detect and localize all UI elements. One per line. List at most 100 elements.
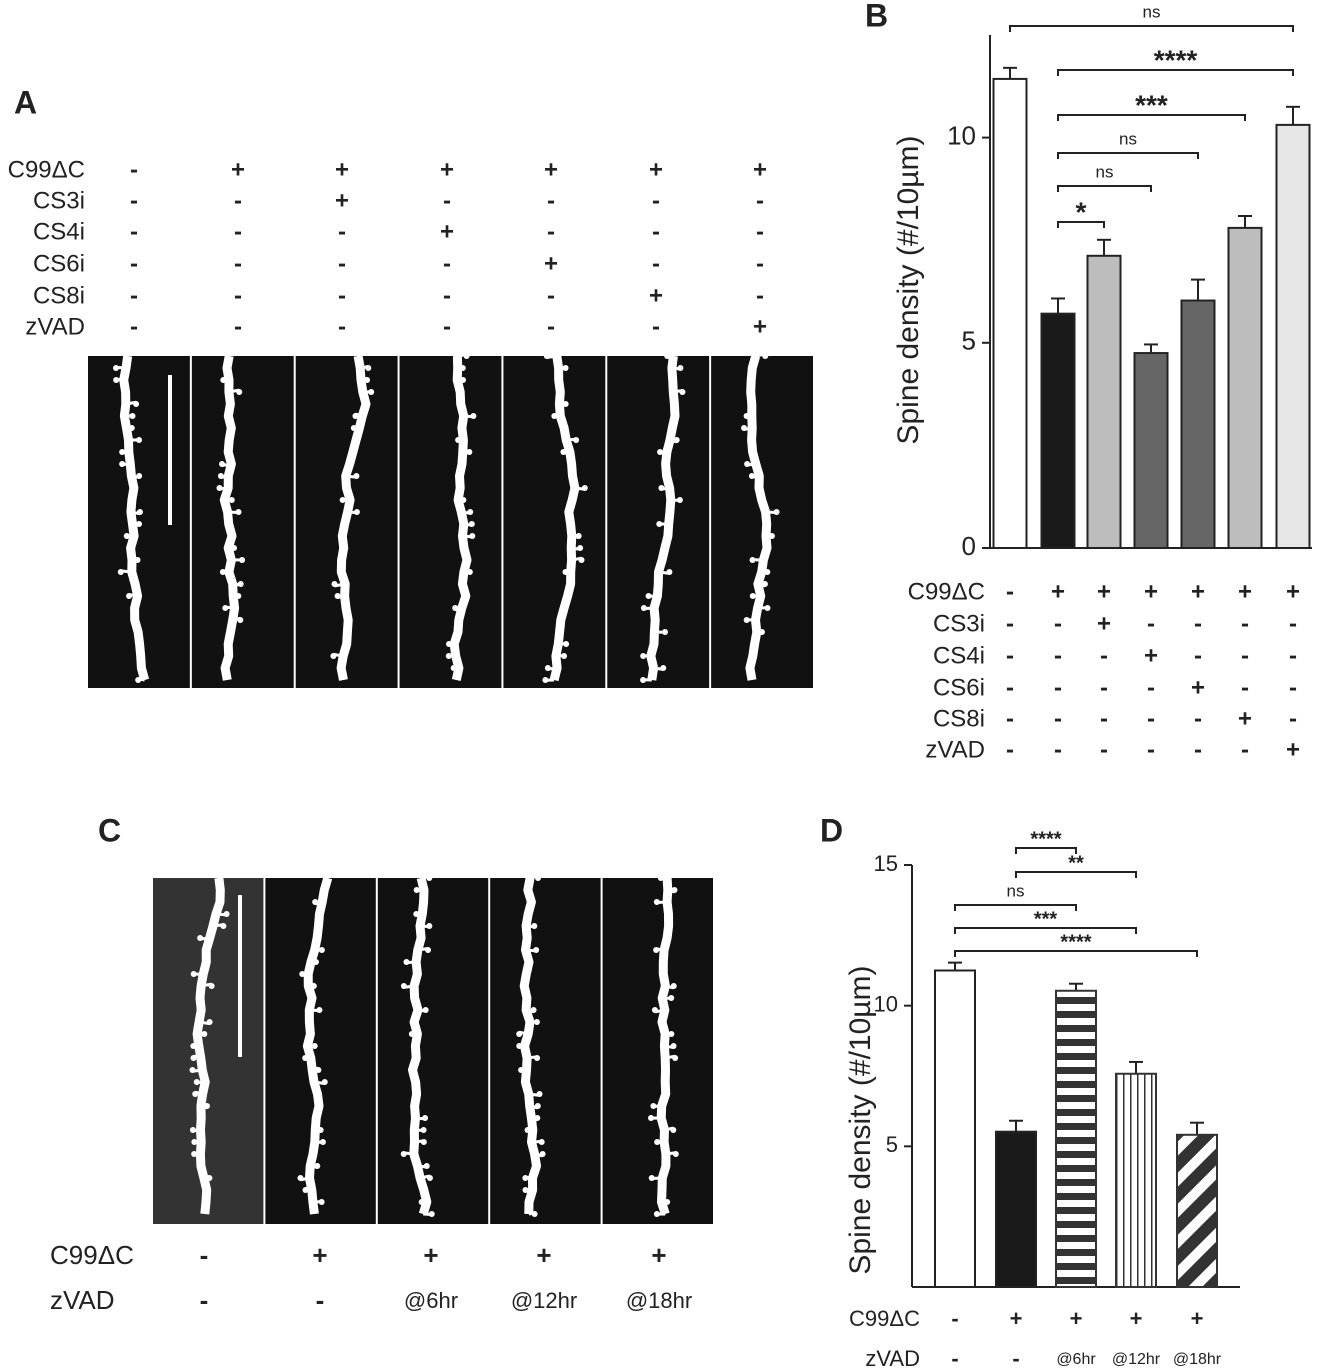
condition-value: -	[1006, 610, 1014, 637]
spine-head	[544, 665, 551, 671]
spine-head	[445, 653, 452, 659]
spine-head	[133, 401, 140, 407]
condition-value: -	[951, 1346, 958, 1371]
spine-head	[299, 971, 306, 977]
significance-bracket	[954, 950, 1198, 957]
spine-head	[640, 605, 647, 611]
condition-value: +	[544, 156, 558, 183]
spine-head	[201, 1031, 208, 1037]
bar	[1227, 226, 1263, 549]
condition-value: -	[130, 313, 138, 340]
dendrite	[219, 355, 240, 681]
condition-value: +	[651, 1240, 666, 1270]
condition-value: -	[1241, 642, 1249, 669]
condition-value: +	[1191, 1306, 1204, 1331]
spine-head	[664, 353, 671, 359]
condition-value: -	[1006, 578, 1014, 605]
condition-label: zVAD	[50, 1285, 115, 1315]
dendrite	[302, 876, 333, 1215]
condition-value: +	[1097, 578, 1111, 605]
spine-head	[311, 1043, 318, 1049]
significance-label: ns	[1096, 162, 1114, 181]
spine-head	[534, 1055, 541, 1061]
dendrite	[336, 355, 371, 681]
spine-head	[758, 629, 765, 635]
spine-head	[310, 983, 317, 989]
spine-head	[466, 449, 473, 455]
condition-value: -	[338, 218, 346, 245]
condition-label: CS4i	[33, 218, 85, 245]
spine-head	[426, 875, 433, 881]
condition-value: -	[338, 313, 346, 340]
spine-head	[677, 365, 684, 371]
condition-value: -	[1241, 674, 1249, 701]
spine-head	[136, 473, 143, 479]
condition-value: -	[234, 218, 242, 245]
bar	[1040, 312, 1076, 549]
condition-value: -	[234, 250, 242, 277]
spine-head	[117, 569, 124, 575]
condition-value: -	[756, 187, 764, 214]
spine-head	[236, 389, 243, 395]
dendrite	[549, 355, 580, 682]
dendrite	[408, 876, 432, 1216]
spine-head	[312, 959, 319, 965]
significance-label: ****	[1154, 44, 1198, 75]
spine-head	[193, 1079, 200, 1085]
spine-head	[671, 887, 678, 893]
spine-head	[764, 605, 771, 611]
spine-head	[645, 593, 652, 599]
spine-head	[420, 1139, 427, 1145]
condition-value: -	[1100, 736, 1108, 763]
spine-head	[413, 887, 420, 893]
significance-label: ns	[1119, 129, 1137, 148]
spine-head	[469, 533, 476, 539]
condition-value: -	[130, 282, 138, 309]
spine-head	[670, 1127, 677, 1133]
condition-label: CS3i	[33, 187, 85, 214]
condition-value: -	[130, 250, 138, 277]
significance-label: ***	[1034, 908, 1058, 930]
condition-value: -	[1006, 705, 1014, 732]
spine-head	[136, 437, 143, 443]
spine-head	[423, 1163, 430, 1169]
condition-value: -	[1054, 705, 1062, 732]
spine-head	[353, 509, 360, 515]
spine-head	[577, 545, 584, 551]
significance-bracket	[1057, 114, 1246, 121]
condition-value: +	[753, 156, 767, 183]
significance-label: ****	[1060, 931, 1091, 953]
condition-label: CS3i	[933, 610, 985, 637]
significance-label: ns	[1007, 881, 1025, 900]
spine-head	[312, 899, 319, 905]
spine-head	[543, 353, 550, 359]
spine-head	[542, 677, 549, 683]
spine-head	[748, 473, 755, 479]
condition-value: -	[1054, 642, 1062, 669]
spine-head	[749, 557, 756, 563]
spine-head	[531, 923, 538, 929]
spine-head	[656, 521, 663, 527]
spine-head	[535, 875, 542, 881]
condition-value: -	[756, 218, 764, 245]
condition-value: +	[1144, 642, 1158, 669]
spine-head	[128, 425, 135, 431]
spine-head	[560, 449, 567, 455]
spine-head	[561, 653, 568, 659]
condition-value: -	[1147, 674, 1155, 701]
spine-head	[562, 365, 569, 371]
image-panel	[377, 878, 489, 1224]
condition-value: -	[130, 156, 138, 183]
spine-head	[297, 1175, 304, 1181]
condition-label: CS8i	[33, 282, 85, 309]
spine-head	[531, 1211, 538, 1217]
bar	[934, 969, 976, 1288]
spine-head	[237, 581, 244, 587]
spine-head	[191, 1139, 198, 1145]
spine-head	[670, 983, 677, 989]
condition-value: -	[338, 282, 346, 309]
spine-head	[516, 1031, 523, 1037]
condition-value: -	[652, 187, 660, 214]
spine-head	[467, 509, 474, 515]
condition-value: -	[1194, 642, 1202, 669]
